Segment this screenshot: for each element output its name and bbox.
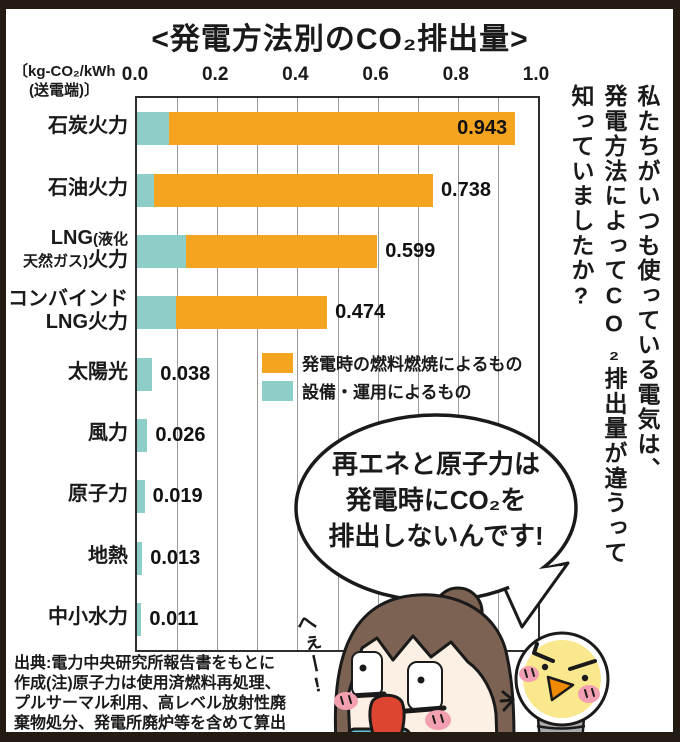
bar-segment-equipment <box>137 480 145 514</box>
category-label-line: 太陽光 <box>68 360 128 383</box>
legend-swatch-equipment <box>262 380 293 401</box>
bar-value-label: 0.019 <box>152 485 203 508</box>
legend: 発電時の燃料燃焼によるもの 設備・運用によるもの <box>262 350 523 406</box>
x-tick-label: 0.8 <box>442 64 469 85</box>
category-label: コンバインド LNG火力 <box>6 280 128 341</box>
bar-value-label: 0.474 <box>335 301 386 324</box>
bar-segment-combustion <box>168 112 516 146</box>
gridline <box>377 98 379 650</box>
category-label-line: 原子力 <box>68 483 128 506</box>
category-label: 地熱 <box>6 525 128 586</box>
legend-item-combustion: 発電時の燃料燃焼によるもの <box>262 350 523 375</box>
bar-segment-combustion <box>186 234 378 268</box>
gridline <box>337 98 339 650</box>
bar-segment-equipment <box>137 112 169 146</box>
category-labels: 石炭火力 石油火力 LNG(液化 天然ガス)火力 コンバインド LNG火力 太陽光 風力 原子力… <box>6 96 128 648</box>
bar-value-label: 0.011 <box>149 607 199 630</box>
chart-title: <発電方法別のCO₂排出量> <box>151 23 529 56</box>
category-label: 中小水力 <box>6 587 128 648</box>
frame-border-top <box>0 0 680 9</box>
bar-segment-equipment <box>137 296 177 330</box>
category-label: 原子力 <box>6 464 128 525</box>
source-note-line: 棄物処分、発電所廃炉等を含めて算出 <box>14 715 287 732</box>
bar-value-label: 0.026 <box>155 423 206 446</box>
source-note-line: 出典:電力中央研究所報告書をもとに <box>14 655 276 672</box>
x-tick-label: 0.6 <box>362 64 389 85</box>
x-tick-label: 0.0 <box>121 64 149 85</box>
category-label-line: 石油火力 <box>48 176 128 199</box>
bar-segment-equipment <box>137 602 142 636</box>
category-label-line: 石炭火力 <box>48 115 128 138</box>
axis-unit-line1: 〔kg-CO₂/kWh <box>13 63 116 80</box>
category-label: LNG(液化 天然ガス)火力 <box>6 219 128 280</box>
category-label-line: 地熱 <box>88 544 128 567</box>
gridline <box>457 98 459 650</box>
speech-bubble-line: 排出しないんです! <box>328 521 544 551</box>
source-note: 出典:電力中央研究所報告書をもとに 作成(注)原子力は使用済燃料再処理、 プルサ… <box>14 654 286 734</box>
bar-segment-equipment <box>137 357 153 391</box>
legend-swatch-combustion <box>262 352 293 373</box>
bar-value-label: 0.038 <box>160 362 211 385</box>
axis-unit-label: 〔kg-CO₂/kWh (送電端)〕 <box>13 63 116 101</box>
x-tick-label: 1.0 <box>522 64 550 85</box>
bar-value-label: 0.943 <box>457 117 508 140</box>
bar-segment-equipment <box>137 234 187 268</box>
category-label-line: 中小水力 <box>48 606 128 629</box>
bar-value-label: 0.599 <box>385 239 436 262</box>
side-note: 私たちがいつも使っている電気は、 発電方法によってCO₂排出量が違うって 知って… <box>564 84 663 644</box>
beak <box>546 675 575 702</box>
category-label-line: LNG(液化 <box>50 226 128 249</box>
frame-border-bottom <box>0 732 680 742</box>
gridline <box>497 98 499 650</box>
legend-label-combustion: 発電時の燃料燃焼によるもの <box>302 355 523 374</box>
source-note-line: 作成(注)原子力は使用済燃料再処理、 <box>14 675 281 692</box>
side-note-line: 私たちがいつも使っている電気は、 <box>634 84 660 482</box>
speech-bubble-text: 再エネと原子力は 発電時にCO₂を 排出しないんです! <box>296 446 576 554</box>
bar-value-label: 0.013 <box>150 546 201 569</box>
side-note-line: 発電方法によってCO₂排出量が違うって <box>601 84 627 565</box>
source-note-line: プルサーマル利用、高レベル放射性廃 <box>14 695 287 712</box>
category-label-line: 天然ガス)火力 <box>23 249 128 272</box>
speech-bubble-line: 発電時にCO₂を <box>345 485 527 515</box>
category-label-line: 風力 <box>88 422 128 445</box>
frame-border-left <box>0 0 6 742</box>
category-label: 風力 <box>6 403 128 464</box>
axis-unit-line2: (送電端)〕 <box>29 81 99 99</box>
bar-segment-equipment <box>137 418 148 452</box>
gridline <box>257 98 259 650</box>
gridline <box>177 98 179 650</box>
category-label-line: コンバインド <box>8 288 128 311</box>
gridline <box>297 98 299 650</box>
gridline <box>417 98 419 650</box>
bar-segment-equipment <box>137 541 143 575</box>
category-label: 石炭火力 <box>6 96 128 157</box>
legend-label-equipment: 設備・運用によるもの <box>302 383 472 402</box>
frame-border-right <box>673 0 680 742</box>
bar-segment-equipment <box>137 173 155 207</box>
category-label: 太陽光 <box>6 341 128 402</box>
category-label: 石油火力 <box>6 157 128 218</box>
category-label-line: LNG火力 <box>45 310 128 333</box>
bar-segment-combustion <box>176 296 328 330</box>
x-tick-label: 0.4 <box>282 64 309 85</box>
legend-item-equipment: 設備・運用によるもの <box>262 378 523 403</box>
bar-value-label: 0.738 <box>440 178 491 201</box>
gridline <box>217 98 219 650</box>
bar-segment-combustion <box>154 173 433 207</box>
x-tick-label: 0.2 <box>201 64 229 85</box>
side-note-line: 知っていましたか? <box>568 84 594 311</box>
speech-bubble-line: 再エネと原子力は <box>331 449 540 479</box>
